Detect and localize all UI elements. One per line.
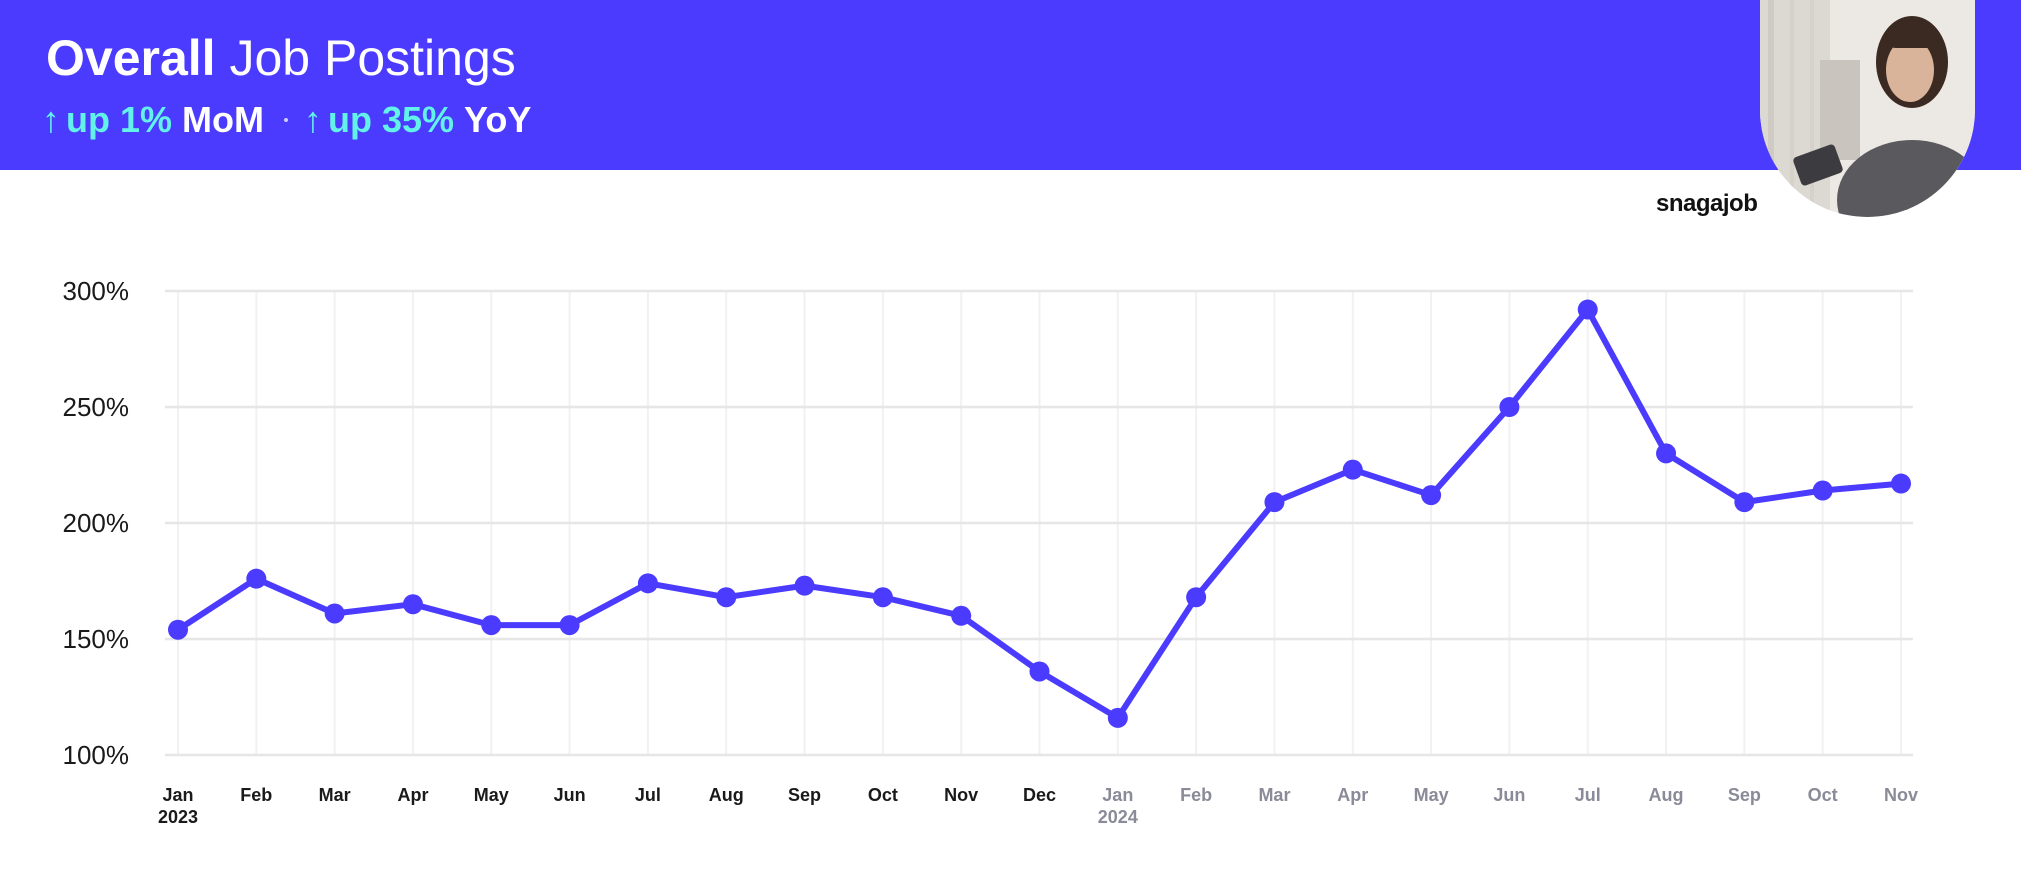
x-tick-label: Jan [1102,785,1133,805]
x-tick-label: Jun [1493,785,1525,805]
data-point [1812,480,1833,501]
data-point [1264,492,1285,513]
x-tick-label: Sep [788,785,821,805]
x-tick-label: Nov [1884,785,1918,805]
data-point [559,615,580,636]
y-tick-label: 250% [63,392,130,422]
brand-logo: snagajob [1656,190,1758,217]
kpi-mom: ↑ up 1% MoM [42,99,264,141]
kpi-mom-label: MoM [182,99,264,140]
arrow-up-icon: ↑ [42,99,60,140]
data-point [1656,443,1677,464]
kpi-yoy-label: YoY [464,99,532,140]
x-tick-label: May [474,785,509,805]
data-point [716,587,737,608]
horizontal-grid [165,289,1913,757]
data-point [246,568,267,589]
y-tick-label: 100% [63,740,130,770]
x-tick-label: Apr [1337,785,1368,805]
data-point [794,575,815,596]
data-point [872,587,893,608]
arrow-up-icon: ↑ [303,99,322,140]
y-tick-label: 150% [63,624,130,654]
data-point [1891,473,1911,494]
x-tick-year-label: 2023 [158,807,198,827]
x-tick-label: Oct [1808,785,1838,805]
header-banner: Overall Job Postings ↑ up 1% MoM ↑ up 35… [0,0,2021,170]
x-tick-label: Jan [162,785,193,805]
kpi-row: ↑ up 1% MoM ↑ up 35% YoY [42,96,531,144]
person-photo-image [1760,0,1975,217]
kpi-yoy-value: up 35% [327,99,455,140]
x-tick-label: Mar [319,785,351,805]
x-tick-label: Feb [1180,785,1212,805]
kpi-separator [283,118,288,122]
y-tick-label: 300% [63,276,130,306]
x-tick-label: Jul [635,785,661,805]
x-tick-label: Oct [868,785,898,805]
title-bold: Overall [46,30,216,86]
data-point [1029,661,1050,682]
x-tick-label: Jun [554,785,586,805]
data-point [1577,299,1598,320]
data-point [1499,397,1520,417]
x-tick-label: May [1414,785,1449,805]
data-point [1342,459,1363,480]
x-tick-label: Aug [1649,785,1684,805]
y-tick-label: 200% [63,508,130,538]
data-point [402,594,423,615]
data-point [1734,492,1755,513]
title-rest: Job Postings [229,30,516,86]
x-tick-label: Mar [1258,785,1290,805]
data-point [324,603,345,624]
data-point [1107,707,1128,728]
x-tick-label: Feb [240,785,272,805]
page-title: Overall Job Postings [46,28,516,88]
data-point [951,605,972,626]
data-point [1421,485,1442,506]
y-axis-labels: 100% 150% 200% 250% 300% [63,276,130,770]
data-point [168,619,188,640]
data-point [637,573,658,594]
kpi-mom-value: up 1% [66,99,173,140]
x-tick-label: Jul [1575,785,1601,805]
x-tick-label: Apr [397,785,428,805]
x-tick-year-label: 2024 [1098,807,1138,827]
x-tick-label: Dec [1023,785,1056,805]
x-tick-label: Aug [709,785,744,805]
person-photo [1760,0,1975,217]
data-point [481,615,502,636]
series-points [168,299,1911,728]
x-tick-label: Sep [1728,785,1761,805]
x-tick-label: Nov [944,785,978,805]
kpi-yoy: ↑ up 35% YoY [304,99,531,141]
data-point [1186,587,1207,608]
